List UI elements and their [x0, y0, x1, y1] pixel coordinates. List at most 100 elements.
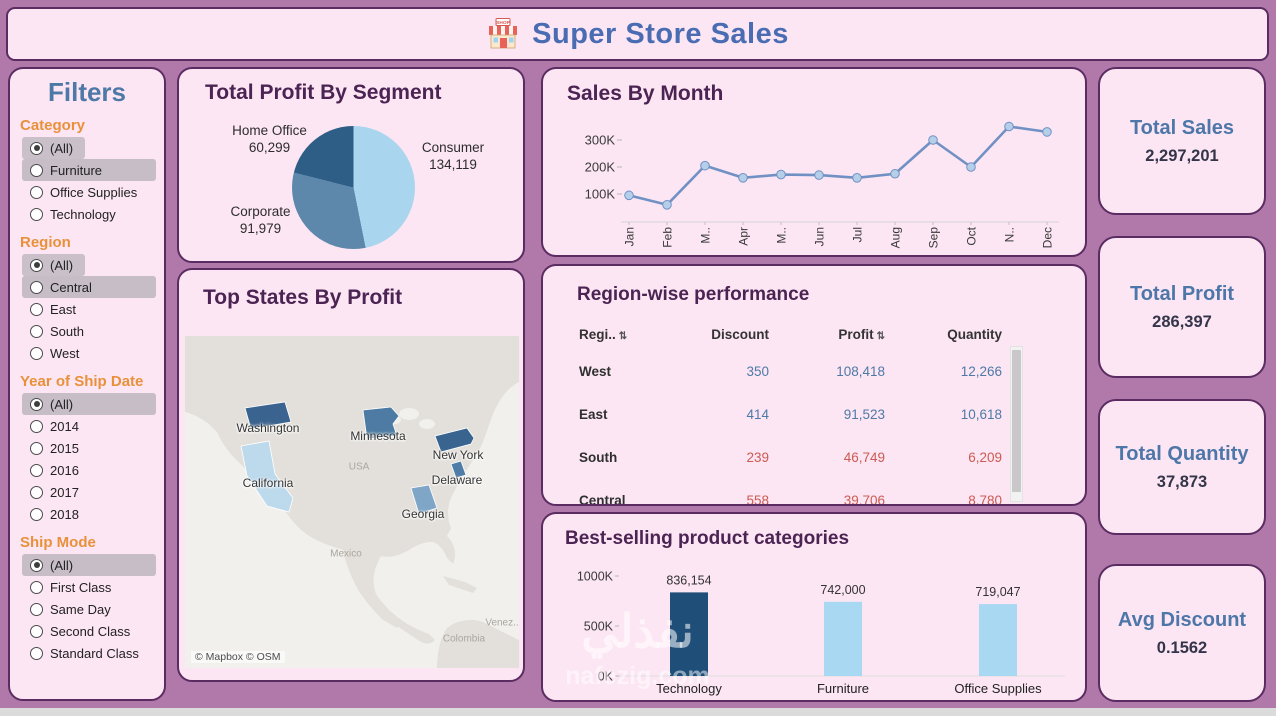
radio-button[interactable]	[30, 141, 43, 155]
filter-option-furniture[interactable]: Furniture	[22, 159, 156, 181]
filter-option-east[interactable]: East	[22, 298, 156, 320]
radio-button[interactable]	[30, 280, 43, 294]
pie-label-corporate: Corporate 91,979	[230, 204, 291, 236]
filter-option-2017[interactable]: 2017	[22, 481, 156, 503]
cell-profit: 91,523	[843, 407, 885, 422]
region-performance-card: Region-wise performance Regi.. ⇅ Discount…	[541, 264, 1087, 506]
svg-text:Oct: Oct	[965, 226, 979, 245]
segment-pie-chart[interactable]	[292, 126, 415, 249]
kpi-title: Total Profit	[1129, 282, 1235, 305]
radio-button[interactable]	[30, 258, 43, 272]
filter-option-label: 2018	[50, 506, 79, 522]
filter-option-office-supplies[interactable]: Office Supplies	[22, 181, 156, 203]
radio-button[interactable]	[30, 624, 43, 638]
table-row-south[interactable]: South 239 46,749 6,209	[543, 436, 1085, 479]
state-georgia[interactable]	[410, 484, 438, 515]
table-scrollbar[interactable]	[1010, 346, 1023, 502]
states-profit-map[interactable]: Washington Minnesota New York Delaware Calif…	[185, 336, 519, 668]
cell-profit: 108,418	[836, 364, 885, 379]
filter-option-2018[interactable]: 2018	[22, 503, 156, 525]
filter-option-2015[interactable]: 2015	[22, 437, 156, 459]
table-row-central[interactable]: Central 558 39,706 8,780	[543, 479, 1085, 506]
filter-option-same-day[interactable]: Same Day	[22, 598, 156, 620]
sales-by-month-card: Sales By Month 100K 200K 300K Jan Feb M.. Apr M…	[541, 67, 1087, 257]
column-header-region[interactable]: Regi.. ⇅	[579, 326, 628, 342]
map-label-new-york: New York	[432, 448, 484, 462]
filters-panel: Filters Category (All) Furniture Office Sup…	[8, 67, 166, 701]
bar-technology[interactable]	[670, 592, 708, 676]
shop-icon: SHOP	[489, 18, 518, 49]
radio-button[interactable]	[30, 302, 43, 316]
svg-text:Sep: Sep	[927, 227, 941, 249]
filter-option--all-[interactable]: (All)	[22, 393, 156, 415]
state-california[interactable]	[240, 440, 294, 513]
cell-quantity: 8,780	[968, 493, 1002, 506]
radio-button[interactable]	[30, 163, 43, 177]
svg-text:Jun: Jun	[813, 227, 827, 246]
sort-icon[interactable]: ⇅	[618, 330, 628, 342]
radio-button[interactable]	[30, 419, 43, 433]
map-label-california: California	[242, 476, 294, 490]
map-label-delaware: Delaware	[431, 473, 483, 487]
cell-quantity: 12,266	[960, 364, 1002, 379]
bar-furniture[interactable]	[824, 601, 862, 676]
cell-region: East	[579, 407, 608, 422]
cell-quantity: 10,618	[960, 407, 1002, 422]
radio-button[interactable]	[30, 602, 43, 616]
column-header-profit[interactable]: Profit ⇅	[838, 326, 885, 342]
radio-button[interactable]	[30, 485, 43, 499]
map-attribution: © Mapbox © OSM	[191, 651, 285, 663]
filter-option-label: 2017	[50, 484, 79, 500]
map-context-label: Venez..	[485, 617, 519, 629]
filter-option-south[interactable]: South	[22, 320, 156, 342]
svg-text:N..: N..	[1003, 227, 1017, 242]
radio-button[interactable]	[30, 507, 43, 521]
map-canvas[interactable]	[185, 336, 519, 668]
scrollbar-thumb[interactable]	[1012, 350, 1021, 492]
state-minnesota[interactable]	[362, 406, 400, 440]
svg-text:Jul: Jul	[851, 227, 865, 242]
svg-text:Dec: Dec	[1041, 227, 1055, 248]
state-delaware[interactable]	[450, 460, 467, 479]
filter-option-west[interactable]: West	[22, 342, 156, 364]
filter-option--all-[interactable]: (All)	[22, 137, 86, 159]
table-row-west[interactable]: West 350 108,418 12,266	[543, 350, 1085, 393]
state-new-york[interactable]	[434, 427, 475, 453]
column-header-quantity[interactable]: Quantity	[947, 326, 1002, 342]
radio-button[interactable]	[30, 558, 43, 572]
radio-button[interactable]	[30, 324, 43, 338]
bar-office-supplies[interactable]	[979, 604, 1017, 676]
state-washington[interactable]	[244, 401, 292, 430]
radio-button[interactable]	[30, 397, 43, 411]
sales-line-chart[interactable]: 100K 200K 300K Jan Feb M.. Apr M.. Jun Jul Aug Sep O…	[567, 109, 1079, 259]
filter-option-label: South	[50, 323, 84, 339]
filter-option-central[interactable]: Central	[22, 276, 156, 298]
filter-option-2016[interactable]: 2016	[22, 459, 156, 481]
kpi-value: 0.1562	[1156, 638, 1208, 657]
radio-button[interactable]	[30, 346, 43, 360]
filter-option-2014[interactable]: 2014	[22, 415, 156, 437]
radio-button[interactable]	[30, 207, 43, 221]
filter-option-technology[interactable]: Technology	[22, 203, 156, 225]
map-context-label: USA	[348, 461, 370, 473]
filter-option--all-[interactable]: (All)	[22, 254, 86, 276]
radio-button[interactable]	[30, 646, 43, 660]
map-label-georgia: Georgia	[401, 507, 445, 521]
filter-option-second-class[interactable]: Second Class	[22, 620, 156, 642]
filter-option--all-[interactable]: (All)	[22, 554, 156, 576]
svg-text:Technology: Technology	[656, 681, 722, 696]
categories-bar-chart[interactable]: 0K 500K 1000K 836,154 Technology 742,000 Furni…	[555, 550, 1080, 702]
svg-text:M..: M..	[699, 227, 713, 244]
table-row-east[interactable]: East 414 91,523 10,618	[543, 393, 1085, 436]
filter-option-standard-class[interactable]: Standard Class	[22, 642, 156, 664]
sort-icon[interactable]: ⇅	[876, 330, 885, 342]
kpi-card-total-sales: Total Sales 2,297,201	[1098, 67, 1266, 215]
filter-option-first-class[interactable]: First Class	[22, 576, 156, 598]
svg-text:200K: 200K	[585, 160, 616, 175]
radio-button[interactable]	[30, 463, 43, 477]
svg-text:1000K: 1000K	[577, 570, 614, 584]
radio-button[interactable]	[30, 580, 43, 594]
column-header-discount[interactable]: Discount	[711, 326, 769, 342]
radio-button[interactable]	[30, 441, 43, 455]
radio-button[interactable]	[30, 185, 43, 199]
